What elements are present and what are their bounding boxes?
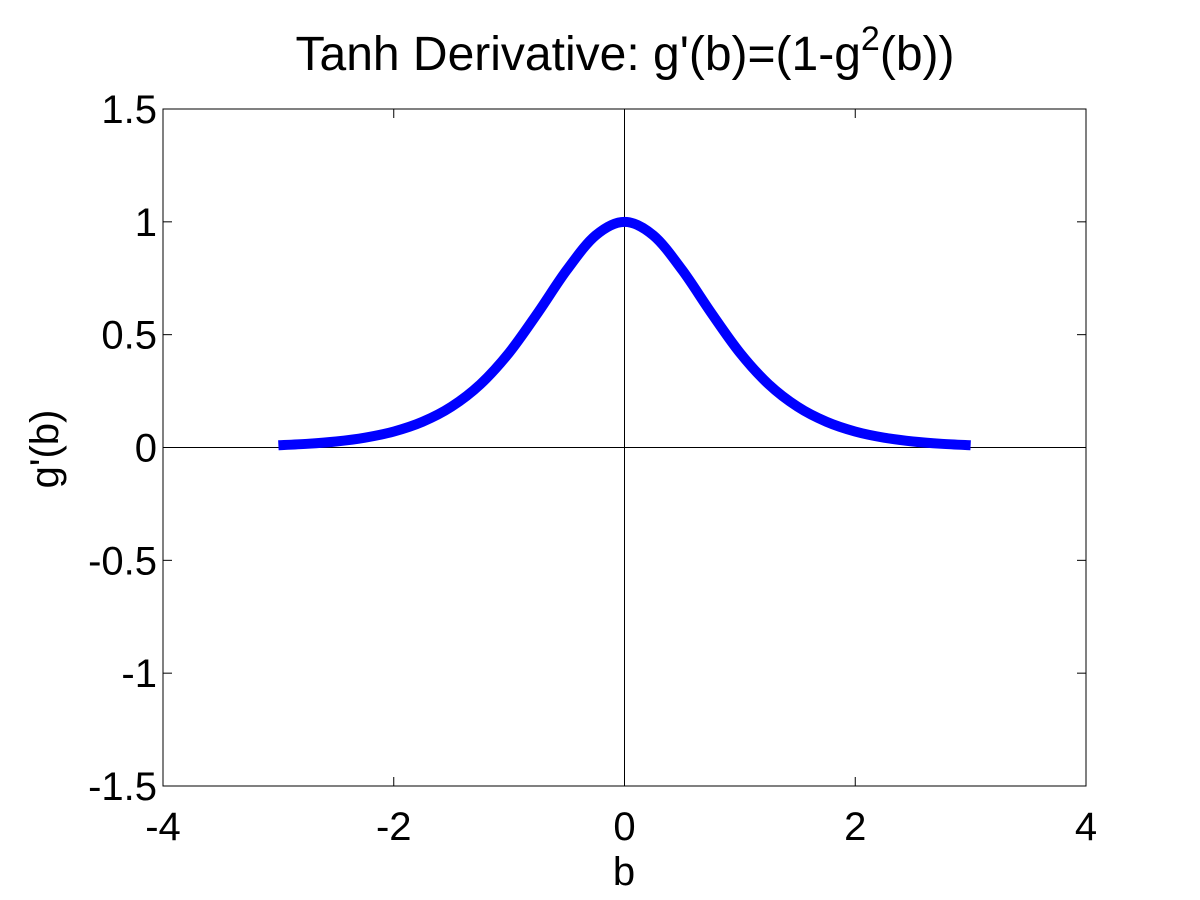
- x-tick-label: -2: [376, 805, 412, 849]
- y-axis-label: g'(b): [23, 410, 67, 489]
- tick-labels: -4 -2 0 2 4 -1.5 -1 -0.5 0 0.5 1 1.5: [88, 88, 1097, 849]
- y-tick-label: -0.5: [88, 539, 157, 583]
- axis-ticks: [162, 108, 1087, 787]
- plot-area: [162, 108, 1087, 787]
- chart-title-superscript: 2: [861, 20, 880, 58]
- y-tick-label: 0.5: [101, 314, 157, 358]
- y-tick-label: -1: [121, 652, 157, 696]
- y-tick-label: 0: [135, 427, 157, 471]
- x-tick-label: 0: [613, 805, 635, 849]
- x-tick-label: -4: [145, 805, 181, 849]
- y-tick-label: -1.5: [88, 765, 157, 809]
- x-tick-label: 2: [844, 805, 866, 849]
- series-line: [278, 216, 971, 451]
- chart-title: Tanh Derivative: g'(b)=(1-g2(b)): [296, 20, 955, 81]
- y-tick-label: 1: [135, 201, 157, 245]
- chart-title-main: Tanh Derivative: g'(b)=(1-g: [296, 28, 861, 81]
- y-tick-label: 1.5: [101, 88, 157, 132]
- x-axis-label: b: [613, 850, 635, 894]
- chart-title-suffix: (b)): [880, 28, 955, 81]
- x-tick-label: 4: [1075, 805, 1097, 849]
